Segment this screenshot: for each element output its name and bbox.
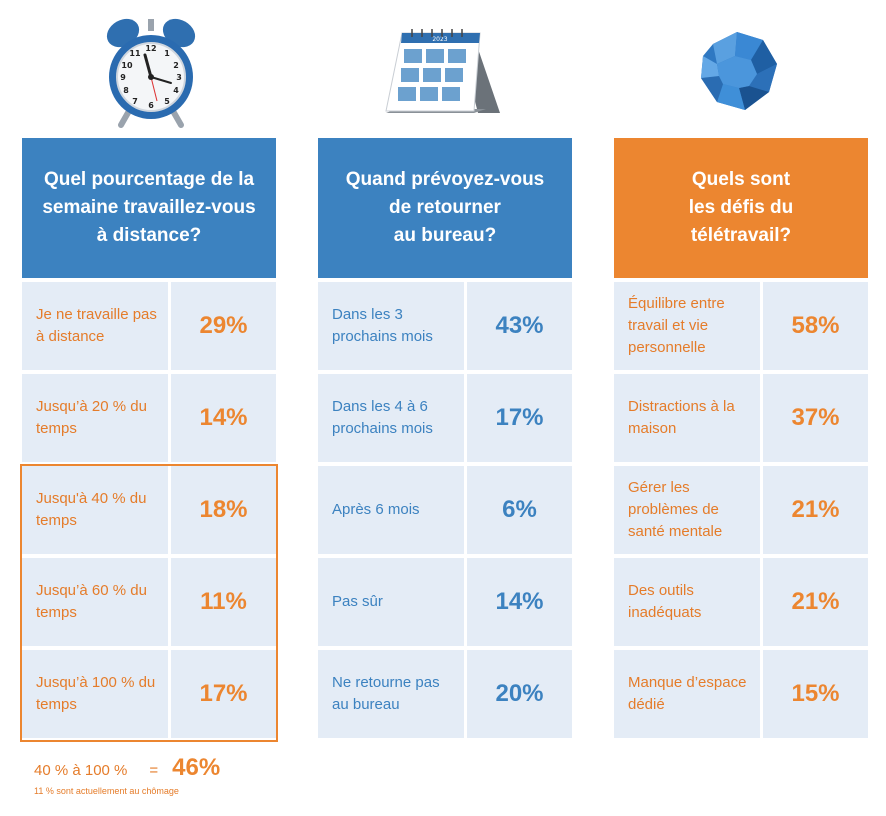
row-label: Distractions à la maison: [614, 374, 760, 462]
row-label: Dans les 4 à 6 prochains mois: [318, 374, 464, 462]
challenges-column: Quels sont les défis du télétravail? Équ…: [614, 138, 868, 742]
row-label: Pas sûr: [318, 558, 464, 646]
table-row: Jusqu'à 40 % du temps 18%: [22, 466, 276, 554]
header-line: au bureau?: [393, 225, 497, 246]
table-row: Distractions à la maison 37%: [614, 374, 868, 462]
row-percentage: 17%: [467, 374, 572, 462]
header-line: les défis du: [688, 197, 794, 218]
table-row: Des outils inadéquats 21%: [614, 558, 868, 646]
table-row: Gérer les problèmes de santé mentale 21%: [614, 466, 868, 554]
svg-text:11: 11: [129, 49, 141, 58]
row-label: Manque d’espace dédié: [614, 650, 760, 738]
row-label: Jusqu’à 60 % du temps: [22, 558, 168, 646]
header-line: Quels sont: [691, 169, 791, 190]
row-percentage: 6%: [467, 466, 572, 554]
row-percentage: 11%: [171, 558, 276, 646]
row-percentage: 15%: [763, 650, 868, 738]
row-label: Après 6 mois: [318, 466, 464, 554]
row-percentage: 17%: [171, 650, 276, 738]
row-label: Jusqu’à 100 % du temps: [22, 650, 168, 738]
row-percentage: 18%: [171, 466, 276, 554]
row-label: Équilibre entre travail et vie personnel…: [614, 282, 760, 370]
table-row: Pas sûr 14%: [318, 558, 572, 646]
row-percentage: 21%: [763, 466, 868, 554]
summary-equals: =: [149, 762, 159, 779]
column-header: Quand prévoyez-vous de retourner au bure…: [318, 138, 572, 278]
table-row: Jusqu’à 100 % du temps 17%: [22, 650, 276, 738]
row-percentage: 20%: [467, 650, 572, 738]
column-header: Quels sont les défis du télétravail?: [614, 138, 868, 278]
svg-text:4: 4: [173, 86, 179, 95]
header-line: Quel pourcentage de la: [43, 169, 255, 190]
table-row: Je ne travaille pas à distance 29%: [22, 282, 276, 370]
row-label: Jusqu’à 20 % du temps: [22, 374, 168, 462]
column-header: Quel pourcentage de la semaine travaille…: [22, 138, 276, 278]
table-row: Équilibre entre travail et vie personnel…: [614, 282, 868, 370]
table-row: Après 6 mois 6%: [318, 466, 572, 554]
row-percentage: 14%: [171, 374, 276, 462]
header-line: télétravail?: [690, 225, 792, 246]
svg-text:10: 10: [121, 61, 133, 70]
row-percentage: 58%: [763, 282, 868, 370]
desk-calendar-icon: 2023: [382, 8, 502, 134]
svg-text:7: 7: [132, 97, 138, 106]
table-row: Jusqu’à 60 % du temps 11%: [22, 558, 276, 646]
table-row: Ne retourne pas au bureau 20%: [318, 650, 572, 738]
header-line: semaine travaillez-vous: [42, 197, 256, 218]
row-percentage: 37%: [763, 374, 868, 462]
footnote: 11 % sont actuellement au chômage: [34, 786, 179, 796]
row-label: Jusqu'à 40 % du temps: [22, 466, 168, 554]
row-label: Dans les 3 prochains mois: [318, 282, 464, 370]
row-label: Je ne travaille pas à distance: [22, 282, 168, 370]
summary-label: 40 % à 100 %: [34, 762, 128, 779]
summary: 40 % à 100 % = 46%: [34, 754, 220, 782]
row-percentage: 29%: [171, 282, 276, 370]
row-percentage: 14%: [467, 558, 572, 646]
table-row: Manque d’espace dédié 15%: [614, 650, 868, 738]
header-line: à distance?: [96, 225, 202, 246]
svg-text:2: 2: [173, 61, 179, 70]
header-line: de retourner: [389, 197, 501, 218]
row-label: Gérer les problèmes de santé mentale: [614, 466, 760, 554]
svg-text:3: 3: [176, 73, 182, 82]
table-row: Dans les 3 prochains mois 43%: [318, 282, 572, 370]
svg-text:12: 12: [145, 44, 156, 53]
row-label: Des outils inadéquats: [614, 558, 760, 646]
summary-value: 46%: [172, 754, 221, 781]
return-office-column: Quand prévoyez-vous de retourner au bure…: [318, 138, 572, 742]
svg-text:6: 6: [148, 101, 154, 110]
header-line: Quand prévoyez-vous: [345, 169, 545, 190]
table-row: Jusqu’à 20 % du temps 14%: [22, 374, 276, 462]
crumpled-paper-icon: [688, 8, 788, 134]
svg-text:2023: 2023: [432, 36, 447, 43]
svg-text:9: 9: [120, 73, 126, 82]
remote-percentage-column: Quel pourcentage de la semaine travaille…: [22, 138, 276, 742]
svg-text:8: 8: [123, 86, 129, 95]
table-row: Dans les 4 à 6 prochains mois 17%: [318, 374, 572, 462]
svg-text:5: 5: [164, 97, 170, 106]
row-label: Ne retourne pas au bureau: [318, 650, 464, 738]
row-percentage: 43%: [467, 282, 572, 370]
row-percentage: 21%: [763, 558, 868, 646]
svg-text:1: 1: [164, 49, 170, 58]
